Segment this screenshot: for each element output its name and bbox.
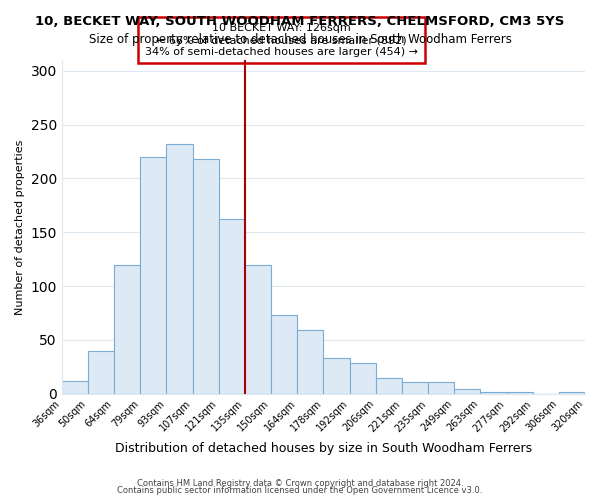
Bar [271,315,297,394]
Bar [166,144,193,394]
Text: Contains public sector information licensed under the Open Government Licence v3: Contains public sector information licen… [118,486,482,495]
Text: Contains HM Land Registry data © Crown copyright and database right 2024.: Contains HM Land Registry data © Crown c… [137,478,463,488]
Bar [506,392,533,394]
Bar [193,159,219,394]
Bar [62,381,88,394]
Bar [350,362,376,394]
Bar [88,350,114,394]
X-axis label: Distribution of detached houses by size in South Woodham Ferrers: Distribution of detached houses by size … [115,442,532,455]
Bar [323,358,350,394]
Text: 10 BECKET WAY: 126sqm
← 66% of detached houses are smaller (892)
34% of semi-det: 10 BECKET WAY: 126sqm ← 66% of detached … [145,24,418,56]
Bar [402,382,428,394]
Bar [114,264,140,394]
Bar [454,390,481,394]
Bar [481,392,506,394]
Text: Size of property relative to detached houses in South Woodham Ferrers: Size of property relative to detached ho… [89,32,511,46]
Text: 10, BECKET WAY, SOUTH WOODHAM FERRERS, CHELMSFORD, CM3 5YS: 10, BECKET WAY, SOUTH WOODHAM FERRERS, C… [35,15,565,28]
Bar [559,392,585,394]
Bar [376,378,402,394]
Y-axis label: Number of detached properties: Number of detached properties [15,139,25,314]
Bar [140,157,166,394]
Bar [428,382,454,394]
Bar [219,220,245,394]
Bar [245,264,271,394]
Bar [297,330,323,394]
